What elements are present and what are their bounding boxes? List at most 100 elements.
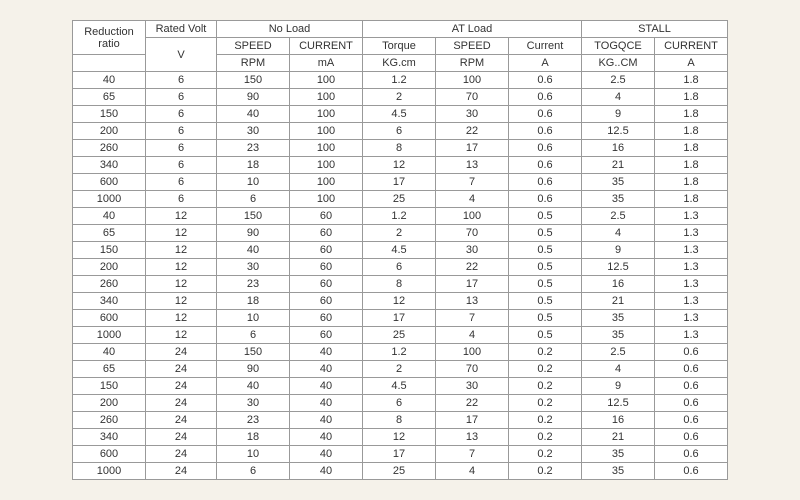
table-row: 1502440404.5300.290.6 [73, 378, 728, 395]
cell-nl_speed: 90 [217, 89, 290, 106]
cell-volt: 6 [146, 72, 217, 89]
cell-at_torque: 8 [363, 276, 436, 293]
sub-at-torque: Torque [363, 38, 436, 55]
cell-at_current: 0.2 [509, 395, 582, 412]
cell-st_current: 0.6 [655, 463, 728, 480]
cell-nl_speed: 30 [217, 259, 290, 276]
cell-at_current: 0.2 [509, 412, 582, 429]
cell-at_current: 0.6 [509, 174, 582, 191]
cell-nl_current: 100 [290, 157, 363, 174]
cell-volt: 24 [146, 463, 217, 480]
cell-at_current: 0.5 [509, 259, 582, 276]
cell-st_torque: 35 [582, 463, 655, 480]
cell-st_torque: 35 [582, 174, 655, 191]
cell-ratio: 260 [73, 276, 146, 293]
cell-nl_current: 60 [290, 208, 363, 225]
cell-at_speed: 30 [436, 242, 509, 259]
table-row: 1000246402540.2350.6 [73, 463, 728, 480]
cell-ratio: 260 [73, 412, 146, 429]
sub-at-current: Current [509, 38, 582, 55]
cell-volt: 24 [146, 361, 217, 378]
cell-at_torque: 6 [363, 123, 436, 140]
cell-at_speed: 30 [436, 106, 509, 123]
cell-ratio: 600 [73, 174, 146, 191]
cell-nl_speed: 18 [217, 157, 290, 174]
cell-at_speed: 22 [436, 123, 509, 140]
table-row: 6002410401770.2350.6 [73, 446, 728, 463]
cell-at_current: 0.6 [509, 106, 582, 123]
cell-ratio: 340 [73, 429, 146, 446]
cell-nl_speed: 23 [217, 412, 290, 429]
header-reduction-ratio: Reduction ratio [73, 21, 146, 55]
cell-st_current: 1.8 [655, 106, 728, 123]
cell-nl_current: 100 [290, 106, 363, 123]
unit-at-current: A [509, 55, 582, 72]
cell-nl_speed: 10 [217, 174, 290, 191]
cell-at_speed: 4 [436, 327, 509, 344]
cell-nl_current: 40 [290, 361, 363, 378]
cell-volt: 24 [146, 344, 217, 361]
cell-ratio: 340 [73, 293, 146, 310]
cell-st_current: 1.3 [655, 242, 728, 259]
cell-nl_current: 100 [290, 174, 363, 191]
cell-st_torque: 9 [582, 106, 655, 123]
cell-at_speed: 13 [436, 293, 509, 310]
unit-at-speed: RPM [436, 55, 509, 72]
cell-st_current: 1.3 [655, 276, 728, 293]
cell-at_current: 0.6 [509, 89, 582, 106]
cell-at_speed: 30 [436, 378, 509, 395]
cell-ratio: 65 [73, 361, 146, 378]
cell-nl_current: 60 [290, 225, 363, 242]
cell-ratio: 260 [73, 140, 146, 157]
cell-at_current: 0.5 [509, 242, 582, 259]
cell-volt: 12 [146, 259, 217, 276]
cell-st_torque: 21 [582, 429, 655, 446]
cell-ratio: 150 [73, 242, 146, 259]
cell-at_torque: 1.2 [363, 344, 436, 361]
cell-volt: 12 [146, 310, 217, 327]
cell-at_torque: 12 [363, 429, 436, 446]
cell-at_current: 0.2 [509, 446, 582, 463]
cell-volt: 12 [146, 242, 217, 259]
cell-at_current: 0.2 [509, 361, 582, 378]
table-row: 2006301006220.612.51.8 [73, 123, 728, 140]
unit-volt: V [146, 38, 217, 72]
cell-ratio: 40 [73, 72, 146, 89]
table-row: 4024150401.21000.22.50.6 [73, 344, 728, 361]
cell-nl_speed: 10 [217, 446, 290, 463]
cell-at_speed: 4 [436, 191, 509, 208]
cell-at_torque: 25 [363, 327, 436, 344]
cell-st_torque: 2.5 [582, 208, 655, 225]
cell-at_torque: 17 [363, 174, 436, 191]
cell-ratio: 65 [73, 89, 146, 106]
table-row: 2002430406220.212.50.6 [73, 395, 728, 412]
cell-st_current: 1.8 [655, 191, 728, 208]
blank-ratio [73, 55, 146, 72]
cell-nl_current: 100 [290, 89, 363, 106]
motor-spec-table: Reduction ratio Rated Volt No Load AT Lo… [72, 20, 728, 480]
cell-st_current: 1.8 [655, 72, 728, 89]
cell-nl_current: 100 [290, 72, 363, 89]
cell-nl_speed: 10 [217, 310, 290, 327]
table-row: 34012186012130.5211.3 [73, 293, 728, 310]
cell-nl_current: 40 [290, 429, 363, 446]
cell-nl_current: 60 [290, 259, 363, 276]
cell-at_speed: 70 [436, 361, 509, 378]
cell-nl_current: 60 [290, 293, 363, 310]
cell-ratio: 150 [73, 378, 146, 395]
cell-at_current: 0.2 [509, 344, 582, 361]
cell-st_current: 1.8 [655, 174, 728, 191]
cell-nl_speed: 40 [217, 378, 290, 395]
cell-nl_speed: 30 [217, 395, 290, 412]
cell-volt: 24 [146, 446, 217, 463]
cell-at_current: 0.6 [509, 123, 582, 140]
cell-ratio: 600 [73, 310, 146, 327]
cell-at_torque: 12 [363, 293, 436, 310]
cell-ratio: 1000 [73, 327, 146, 344]
cell-nl_speed: 40 [217, 106, 290, 123]
cell-at_torque: 8 [363, 140, 436, 157]
cell-nl_current: 40 [290, 463, 363, 480]
cell-at_torque: 2 [363, 89, 436, 106]
cell-nl_current: 40 [290, 344, 363, 361]
cell-st_torque: 9 [582, 242, 655, 259]
